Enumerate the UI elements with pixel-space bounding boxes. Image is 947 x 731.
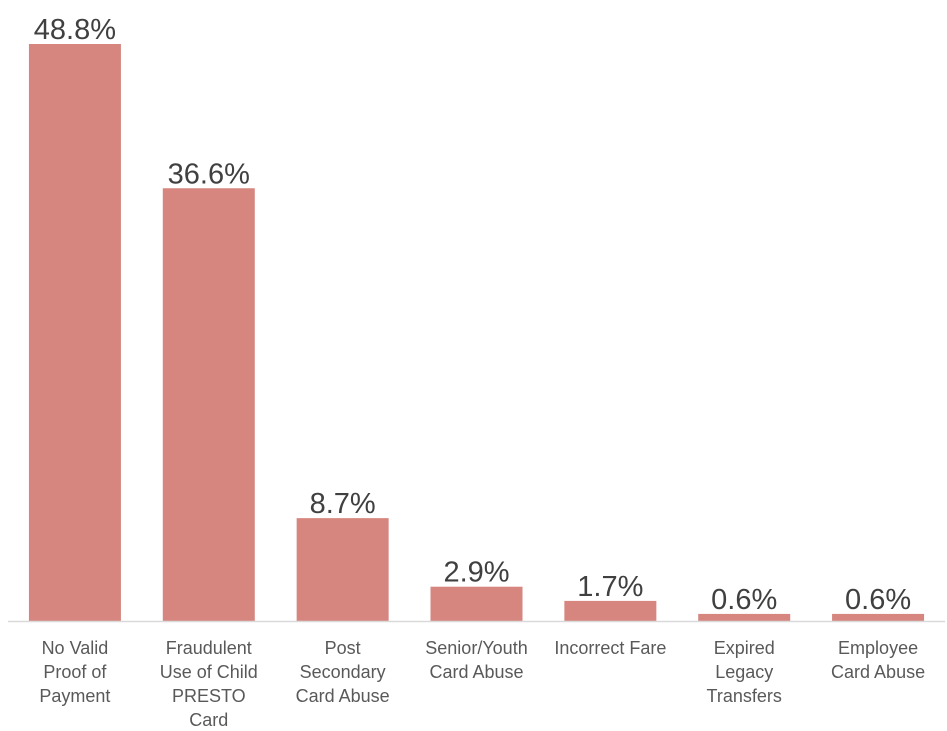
value-labels-group: 48.8% 36.6% 8.7% 2.9% 1.7% 0.6% 0.6% bbox=[34, 14, 911, 616]
category-label-line: Legacy bbox=[715, 662, 773, 682]
category-label-7: Employee Card Abuse bbox=[831, 638, 925, 682]
value-label-1: 48.8% bbox=[34, 14, 116, 46]
value-label-5: 1.7% bbox=[577, 571, 643, 603]
bar-5 bbox=[564, 600, 657, 621]
category-label-4: Senior/Youth Card Abuse bbox=[425, 638, 527, 682]
bar-1 bbox=[28, 44, 121, 621]
category-label-line: Card bbox=[189, 710, 228, 730]
category-label-line: PRESTO bbox=[172, 686, 246, 706]
value-label-2: 36.6% bbox=[168, 158, 250, 190]
category-label-line: Employee bbox=[838, 638, 918, 658]
category-label-line: Incorrect Fare bbox=[554, 638, 666, 658]
category-label-3: Post Secondary Card Abuse bbox=[296, 638, 390, 706]
bar-4 bbox=[430, 586, 523, 621]
category-label-2: Fraudulent Use of Child PRESTO Card bbox=[160, 638, 258, 730]
bar-3 bbox=[296, 518, 389, 621]
category-label-line: No Valid bbox=[42, 638, 109, 658]
value-label-7: 0.6% bbox=[845, 584, 911, 616]
category-label-line: Fraudulent bbox=[166, 638, 252, 658]
category-labels-group: No Valid Proof of Payment Fraudulent Use of … bbox=[39, 638, 925, 730]
value-label-3: 8.7% bbox=[310, 488, 376, 520]
value-label-6: 0.6% bbox=[711, 584, 777, 616]
category-label-line: Post bbox=[325, 638, 361, 658]
category-label-5: Incorrect Fare bbox=[554, 638, 666, 658]
category-label-line: Card Abuse bbox=[296, 686, 390, 706]
category-label-line: Use of Child bbox=[160, 662, 258, 682]
category-label-line: Expired bbox=[714, 638, 775, 658]
category-label-line: Card Abuse bbox=[429, 662, 523, 682]
bar-2 bbox=[162, 188, 255, 621]
category-label-line: Transfers bbox=[707, 686, 782, 706]
category-label-line: Proof of bbox=[43, 662, 107, 682]
bars-group bbox=[28, 44, 925, 621]
category-label-line: Senior/Youth bbox=[425, 638, 527, 658]
category-label-line: Card Abuse bbox=[831, 662, 925, 682]
value-label-4: 2.9% bbox=[443, 557, 509, 589]
category-label-line: Secondary bbox=[300, 662, 386, 682]
bar-7 bbox=[832, 613, 925, 621]
category-label-6: Expired Legacy Transfers bbox=[707, 638, 782, 706]
category-label-1: No Valid Proof of Payment bbox=[39, 638, 110, 706]
category-label-line: Payment bbox=[39, 686, 110, 706]
bar-6 bbox=[698, 613, 791, 621]
